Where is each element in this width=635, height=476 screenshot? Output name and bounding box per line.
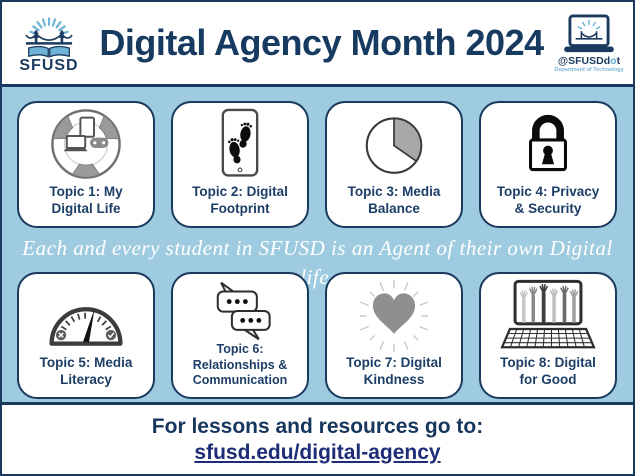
footer: For lessons and resources go to: sfusd.e… [2, 402, 633, 474]
padlock-icon [484, 108, 612, 184]
laptop-bridge-icon [564, 13, 614, 52]
topic-card-5: Topic 5: Media Literacy [17, 272, 155, 399]
topic-label-5: Topic 5: Media Literacy [39, 355, 133, 387]
header: SFUSD Digital Agency Month 2024 [2, 2, 633, 87]
topic-label-2: Topic 2: Digital Footprint [192, 184, 288, 216]
topic-label-1: Topic 1: My Digital Life [49, 184, 123, 216]
sfusd-bridge-book-icon [25, 16, 73, 58]
speech-bubbles-icon [176, 279, 304, 342]
heart-sunburst-icon [330, 277, 458, 355]
topic-card-8: Topic 8: Digital for Good [479, 272, 617, 399]
topic-label-4: Topic 4: Privacy & Security [496, 184, 600, 216]
department-label: Department of Technology [554, 66, 624, 73]
digital-agency-link[interactable]: sfusd.edu/digital-agency [194, 440, 441, 464]
media-balance-pie-icon [330, 104, 458, 184]
topic-card-4: Topic 4: Privacy & Security [479, 101, 617, 228]
topic-card-6: Topic 6: Relationships & Communication [171, 272, 309, 399]
sfusd-logo: SFUSD [8, 12, 90, 75]
social-handle: @SFUSDdot [557, 54, 621, 67]
laptop-hands-icon [484, 277, 612, 355]
topics-row-2: Topic 5: Media Literacy [17, 272, 617, 399]
department-of-technology-logo: @SFUSDdot Department of Technology [553, 13, 625, 73]
gauge-icon [22, 279, 150, 355]
footer-heading: For lessons and resources go to: [151, 414, 484, 438]
topic-label-3: Topic 3: Media Balance [347, 184, 441, 216]
topics-row-1: Topic 1: My Digital Life [17, 101, 617, 228]
topic-card-1: Topic 1: My Digital Life [17, 101, 155, 228]
topics-area: Each and every student in SFUSD is an Ag… [2, 87, 633, 401]
topic-label-6: Topic 6: Relationships & Communication [192, 342, 288, 387]
devices-wheel-icon [22, 104, 150, 184]
topic-card-2: Topic 2: Digital Footprint [171, 101, 309, 228]
poster-title: Digital Agency Month 2024 [99, 22, 544, 63]
topic-label-8: Topic 8: Digital for Good [500, 355, 596, 387]
topic-label-7: Topic 7: Digital Kindness [346, 355, 442, 387]
tagline: Each and every student in SFUSD is an Ag… [2, 234, 633, 292]
topic-card-7: Topic 7: Digital Kindness [325, 272, 463, 399]
tablet-footprints-icon [176, 106, 304, 184]
sfusd-wordmark: SFUSD [19, 56, 79, 74]
topic-card-3: Topic 3: Media Balance [325, 101, 463, 228]
tagline-line1: Each and every student in SFUSD is an Ag… [22, 236, 613, 260]
